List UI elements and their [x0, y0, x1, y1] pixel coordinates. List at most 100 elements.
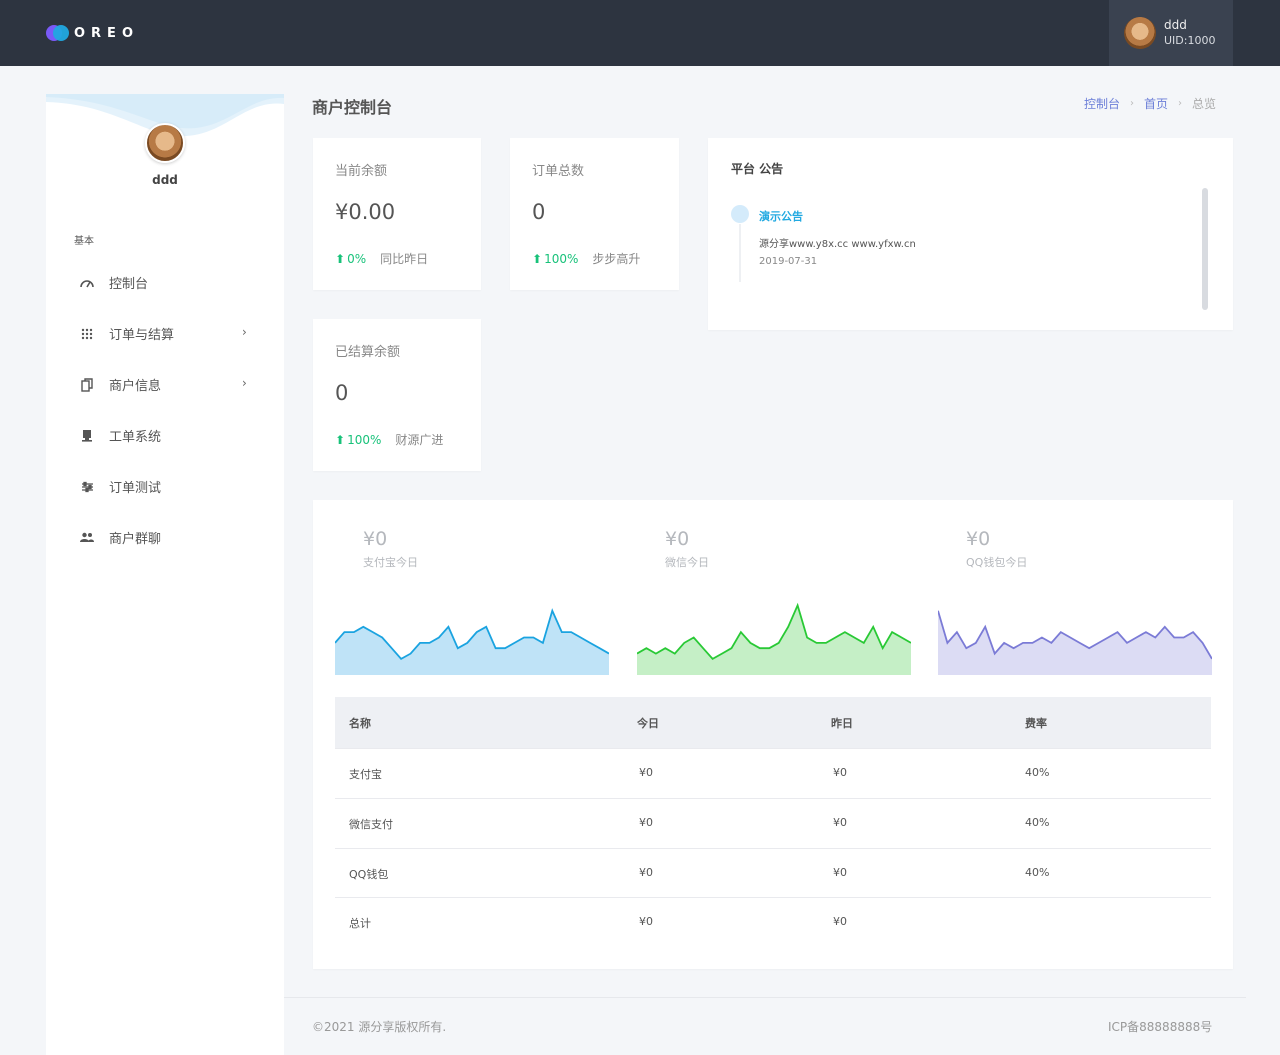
stat-label: 当前余额 — [335, 164, 388, 179]
sidebar: ddd 基本 控制台 订单与结算 › 商户信息 › 工单系统 — [46, 94, 284, 1055]
notice-card: 平台 公告 演示公告 源分享www.y8x.cc www.yfxw.cn 201… — [708, 138, 1233, 330]
chevron-right-icon: › — [242, 325, 247, 339]
timeline-line — [739, 224, 741, 282]
user-name: ddd — [1164, 18, 1187, 32]
sidebar-item-label: 工单系统 — [109, 430, 162, 445]
trend-note: 财源广进 — [395, 433, 444, 447]
sidebar-item-dashboard[interactable]: 控制台 — [46, 257, 284, 308]
breadcrumb-home[interactable]: 首页 — [1144, 97, 1169, 111]
sidebar-item-label: 订单与结算 — [109, 328, 175, 343]
breadcrumb-separator-icon: › — [1130, 98, 1135, 109]
notice-headline[interactable]: 演示公告 — [759, 210, 803, 223]
arrow-up-icon: ⬆ — [335, 251, 346, 266]
table-header: 名称 今日 昨日 费率 — [335, 697, 1211, 748]
desktop-icon — [80, 429, 94, 443]
cell-today: ¥0 — [639, 915, 653, 928]
alipay-today-value: ¥0 — [363, 528, 388, 550]
cell-yesterday: ¥0 — [833, 915, 847, 928]
footer-copyright: ©2021 源分享版权所有. — [312, 1020, 447, 1034]
nav-section-label: 基本 — [74, 236, 94, 247]
sidebar-nav: 控制台 订单与结算 › 商户信息 › 工单系统 订单测试 — [46, 257, 284, 563]
cell-name: QQ钱包 — [349, 868, 389, 881]
avatar — [1124, 17, 1156, 49]
logo-mark-icon — [46, 24, 72, 42]
breadcrumb-separator-icon: › — [1178, 98, 1183, 109]
footer-icp[interactable]: ICP备88888888号 — [1108, 1020, 1213, 1034]
apps-icon — [80, 327, 94, 341]
alipay-today-label: 支付宝今日 — [363, 556, 418, 569]
stat-trend: ⬆ 100% 财源广进 — [335, 431, 443, 448]
qq-sparkline — [938, 610, 1212, 675]
sparkline-line — [335, 608, 609, 661]
stat-card-orders: 订单总数 0 ⬆ 100% 步步高升 — [510, 138, 679, 290]
stat-value: 0 — [532, 200, 546, 224]
cell-today: ¥0 — [639, 816, 653, 829]
stat-card-balance: 当前余额 ¥0.00 ⬆ 0% 同比昨日 — [313, 138, 481, 290]
sidebar-item-label: 控制台 — [109, 277, 149, 292]
trend-percent: 100% — [347, 432, 382, 447]
breadcrumb: 控制台 › 首页 › 总览 — [1084, 95, 1216, 112]
sidebar-item-label: 订单测试 — [109, 481, 162, 496]
notice-scrollbar[interactable] — [1202, 188, 1208, 310]
breadcrumb-overview: 总览 — [1192, 97, 1217, 111]
page-title: 商户控制台 — [312, 98, 393, 117]
dashboard-icon — [80, 276, 94, 290]
arrow-up-icon: ⬆ — [335, 432, 346, 447]
stat-label: 已结算余额 — [335, 345, 401, 360]
trend-percent: 0% — [347, 251, 367, 266]
copy-icon — [80, 377, 94, 392]
qq-today-label: QQ钱包今日 — [966, 556, 1028, 569]
cell-rate: 40% — [1025, 866, 1050, 879]
wechat-today-value: ¥0 — [665, 528, 690, 550]
table-row: 微信支付 ¥0 ¥0 40% — [335, 798, 1211, 848]
notice-body: 源分享www.y8x.cc www.yfxw.cn — [759, 239, 916, 250]
stat-value: 0 — [335, 381, 349, 405]
cell-name: 总计 — [349, 917, 371, 930]
stat-label: 订单总数 — [532, 164, 585, 179]
notice-title: 平台 公告 — [731, 162, 784, 176]
footer: ©2021 源分享版权所有. ICP备88888888号 — [284, 997, 1246, 1055]
profile-avatar[interactable] — [145, 123, 185, 163]
stat-trend: ⬆ 0% 同比昨日 — [335, 250, 428, 267]
column-header-yesterday: 昨日 — [831, 717, 853, 730]
sidebar-item-orders[interactable]: 订单与结算 › — [46, 308, 284, 359]
sidebar-item-label: 商户信息 — [109, 379, 162, 394]
user-menu[interactable]: ddd UID:1000 — [1109, 0, 1233, 66]
stat-card-settled: 已结算余额 0 ⬆ 100% 财源广进 — [313, 319, 481, 471]
breadcrumb-console[interactable]: 控制台 — [1084, 97, 1121, 111]
table-row: 支付宝 ¥0 ¥0 40% — [335, 748, 1211, 798]
trend-note: 同比昨日 — [380, 252, 429, 266]
sidebar-item-merchant-info[interactable]: 商户信息 › — [46, 359, 284, 410]
table-row: 总计 ¥0 ¥0 — [335, 897, 1211, 947]
qq-today-value: ¥0 — [966, 528, 991, 550]
settings-icon — [80, 480, 94, 494]
sparkline-area — [938, 610, 1212, 675]
cell-yesterday: ¥0 — [833, 816, 847, 829]
cell-yesterday: ¥0 — [833, 766, 847, 779]
profile-name: ddd — [152, 173, 178, 187]
table-row: QQ钱包 ¥0 ¥0 40% — [335, 848, 1211, 898]
sidebar-item-group-chat[interactable]: 商户群聊 — [46, 512, 284, 563]
brand-name: OREO — [74, 25, 139, 41]
chevron-right-icon: › — [242, 376, 247, 390]
top-bar: OREO ddd UID:1000 — [0, 0, 1280, 66]
sparkline-area — [335, 610, 609, 675]
arrow-up-icon: ⬆ — [532, 251, 543, 266]
sidebar-item-order-test[interactable]: 订单测试 — [46, 461, 284, 512]
column-header-rate: 费率 — [1025, 717, 1047, 730]
wechat-today-label: 微信今日 — [665, 556, 709, 569]
stat-trend: ⬆ 100% 步步高升 — [532, 250, 640, 267]
sparkline-line — [637, 602, 911, 661]
payments-panel: ¥0 支付宝今日 ¥0 微信今日 ¥0 QQ钱包今日 名称 今日 昨日 费率 支… — [313, 500, 1233, 969]
stat-value: ¥0.00 — [335, 200, 396, 224]
cell-name: 支付宝 — [349, 768, 382, 781]
sparkline-area — [637, 605, 911, 675]
cell-name: 微信支付 — [349, 818, 393, 831]
brand-logo[interactable]: OREO — [46, 24, 139, 42]
trend-note: 步步高升 — [592, 252, 641, 266]
sidebar-wave-decoration — [46, 94, 284, 137]
timeline-dot-icon — [731, 205, 749, 223]
wechat-sparkline — [637, 602, 911, 675]
cell-yesterday: ¥0 — [833, 866, 847, 879]
sidebar-item-tickets[interactable]: 工单系统 — [46, 410, 284, 461]
